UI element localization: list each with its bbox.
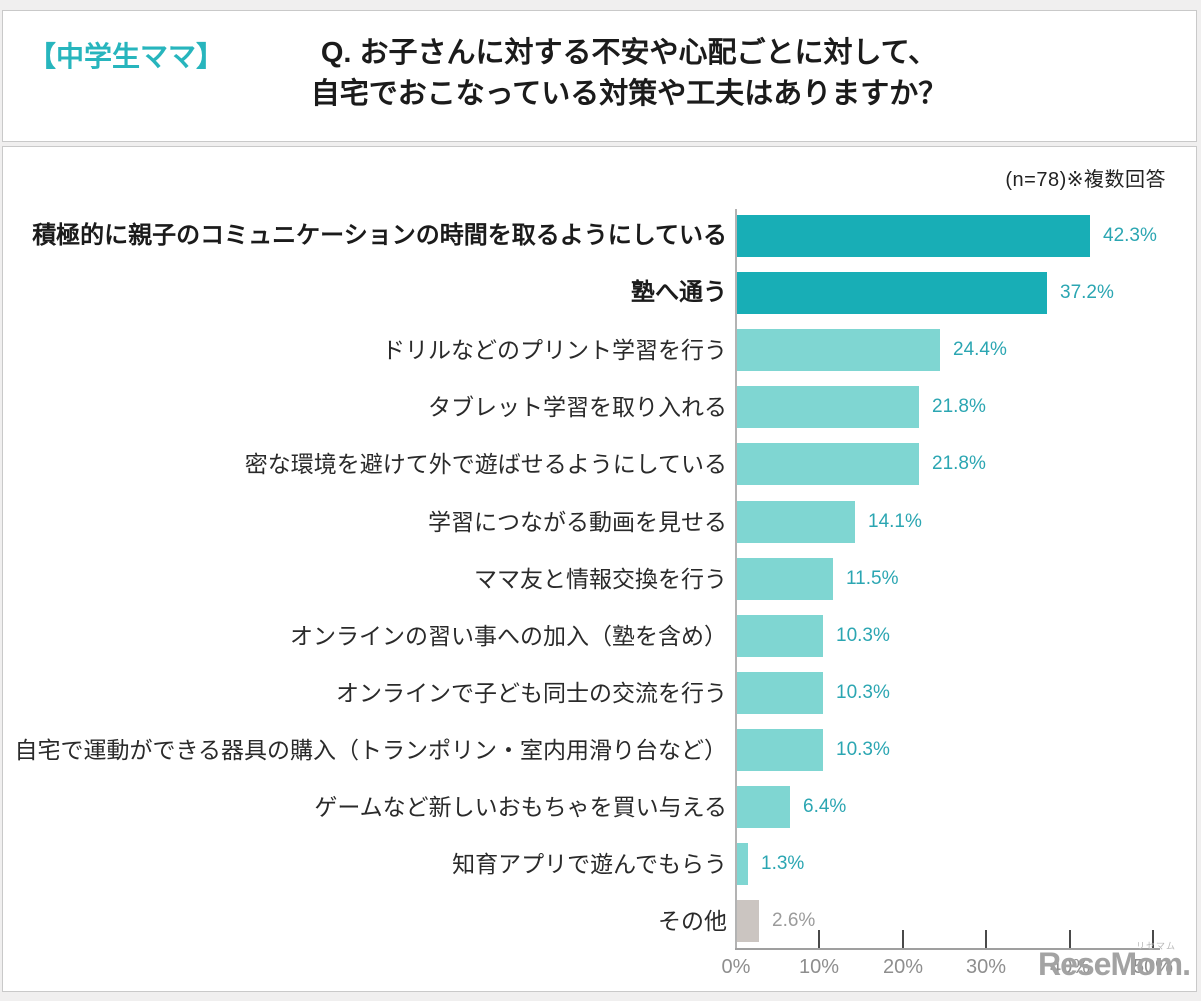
resemom-logo: リセマム ReseMom.	[1037, 941, 1191, 983]
x-axis-tick	[1069, 930, 1071, 948]
bar	[737, 329, 940, 371]
bar	[737, 729, 823, 771]
category-label: 自宅で運動ができる器具の購入（トランポリン・室内用滑り台など）	[14, 737, 727, 763]
x-axis-tick	[818, 930, 820, 948]
resemom-logo-ruby: リセマム	[1135, 941, 1176, 951]
category-label: 密な環境を避けて外で遊ばせるようにしている	[244, 451, 727, 477]
category-label: ゲームなど新しいおもちゃを買い与える	[314, 794, 727, 820]
bar	[737, 786, 790, 828]
x-axis-tick-label: 30%	[965, 956, 1007, 978]
x-axis-tick-label: 40%	[1049, 956, 1091, 978]
bar	[737, 615, 823, 657]
value-label: 10.3%	[836, 625, 890, 646]
category-label: ママ友と情報交換を行う	[474, 566, 727, 592]
category-label: 塾へ通う	[631, 279, 727, 306]
bar	[737, 272, 1047, 314]
category-label: 学習につながる動画を見せる	[428, 509, 727, 535]
header-panel: 【中学生ママ】 Q. お子さんに対する不安や心配ごとに対して、 自宅でおこなって…	[2, 10, 1197, 142]
value-label: 11.5%	[846, 568, 899, 589]
x-axis-tick-label: 10%	[798, 956, 840, 978]
x-axis-tick	[985, 930, 987, 948]
category-label: オンラインで子ども同士の交流を行う	[336, 680, 727, 706]
value-label: 6.4%	[803, 796, 847, 817]
bar	[737, 501, 855, 543]
value-label: 21.8%	[932, 396, 986, 417]
value-label: 1.3%	[761, 853, 805, 874]
category-label: その他	[658, 908, 727, 934]
x-axis-tick-label: 0%	[721, 956, 751, 978]
bar	[737, 900, 759, 942]
x-axis-tick-label: 20%	[882, 956, 924, 978]
bar	[737, 558, 833, 600]
value-label: 37.2%	[1060, 282, 1114, 303]
question-title-line2: 自宅でおこなっている対策や工夫はありますか？	[310, 78, 948, 110]
x-axis-tick	[902, 930, 904, 948]
x-axis-tick-label: 50%	[1132, 956, 1174, 978]
category-label: 積極的に親子のコミュニケーションの時間を取るようにしている	[32, 222, 727, 249]
value-label: 10.3%	[836, 682, 890, 703]
question-title-line1: Q. お子さんに対する不安や心配ごとに対して、	[320, 37, 938, 69]
audience-tag: 【中学生ママ】	[28, 41, 225, 72]
value-label: 42.3%	[1103, 225, 1157, 246]
chart-panel: (n=78)※複数回答 積極的に親子のコミュニケーションの時間を取るようにしてい…	[2, 146, 1197, 992]
x-axis-tick	[1152, 930, 1154, 948]
value-label: 10.3%	[836, 739, 890, 760]
value-label: 24.4%	[953, 339, 1007, 360]
plot-area: 積極的に親子のコミュニケーションの時間を取るようにしている 42.3% 塾へ通う 37…	[3, 147, 1196, 991]
bar	[737, 215, 1090, 257]
value-label: 21.8%	[932, 453, 986, 474]
bar	[737, 672, 823, 714]
category-label: 知育アプリで遊んでもらう	[452, 851, 727, 877]
value-label: 2.6%	[772, 910, 816, 931]
bar	[737, 443, 919, 485]
category-label: タブレット学習を取り入れる	[428, 394, 727, 420]
bar	[737, 386, 919, 428]
bar	[737, 843, 748, 885]
category-label: オンラインの習い事への加入（塾を含め）	[290, 623, 727, 649]
question-title: Q. お子さんに対する不安や心配ごとに対して、 自宅でおこなっている対策や工夫は…	[93, 33, 1165, 115]
sample-note: (n=78)※複数回答	[1005, 169, 1166, 191]
value-label: 14.1%	[868, 511, 922, 532]
category-label: ドリルなどのプリント学習を行う	[382, 337, 727, 363]
x-axis-line	[735, 948, 1160, 950]
resemom-logo-text: ReseMom.	[1037, 946, 1191, 982]
y-axis-line	[735, 209, 737, 950]
